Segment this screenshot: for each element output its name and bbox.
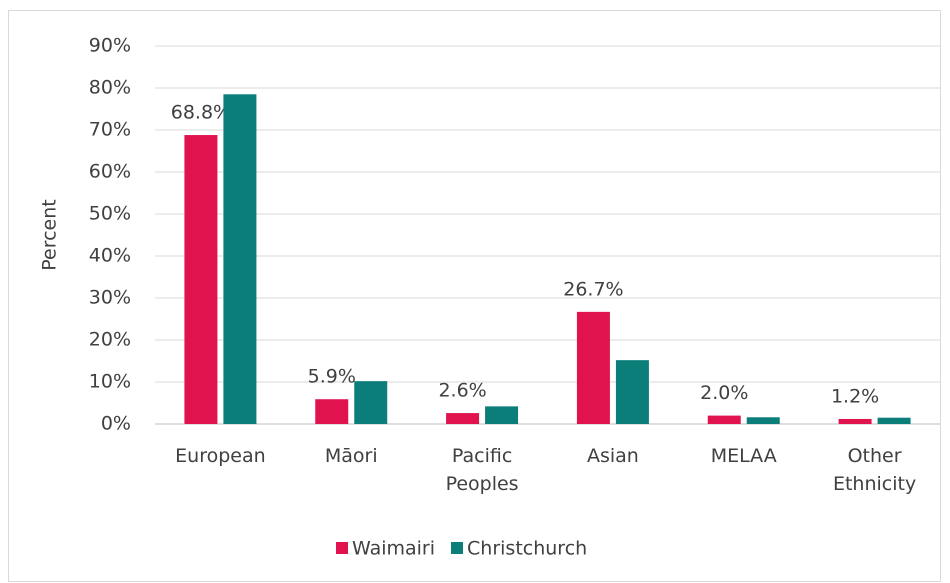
legend-label: Christchurch [467, 538, 587, 560]
y-tick-label: 30% [89, 287, 131, 309]
bar [707, 415, 741, 424]
bar [315, 399, 349, 424]
legend-swatch [336, 542, 348, 554]
x-tick-label: European [175, 445, 266, 467]
y-tick-label: 50% [89, 203, 131, 225]
data-label: 5.9% [308, 366, 356, 388]
x-tick-label: Asian [586, 445, 639, 467]
data-label: 26.7% [563, 278, 623, 300]
bar [223, 94, 257, 425]
y-tick-label: 70% [89, 119, 131, 141]
bar [446, 413, 480, 424]
bar [184, 135, 218, 425]
legend-label: Waimairi [352, 538, 435, 560]
bar [838, 418, 872, 424]
x-tick-label: MELAA [710, 445, 777, 467]
bar [746, 417, 780, 424]
x-tick-label: Māori [324, 445, 378, 467]
bar [615, 360, 649, 424]
data-label: 2.0% [700, 382, 748, 404]
data-label: 1.2% [831, 385, 879, 407]
y-tick-label: 20% [89, 329, 131, 351]
y-axis-label: Percent [39, 199, 61, 271]
bar [576, 311, 610, 424]
y-tick-label: 0% [101, 413, 131, 435]
y-tick-label: 40% [89, 245, 131, 267]
bar [877, 417, 911, 424]
y-tick-label: 10% [89, 371, 131, 393]
x-tick-label: Pacific Peoples [445, 445, 519, 495]
y-tick-label: 60% [89, 161, 131, 183]
chart-frame [8, 10, 941, 582]
y-tick-label: 90% [89, 35, 131, 57]
legend-swatch [451, 542, 464, 554]
y-tick-label: 80% [89, 77, 131, 99]
data-label: 2.6% [438, 380, 486, 402]
x-tick-label: Other Ethnicity [832, 445, 917, 495]
bar [354, 381, 388, 424]
data-label: 68.8% [171, 102, 231, 124]
bar [485, 406, 519, 424]
